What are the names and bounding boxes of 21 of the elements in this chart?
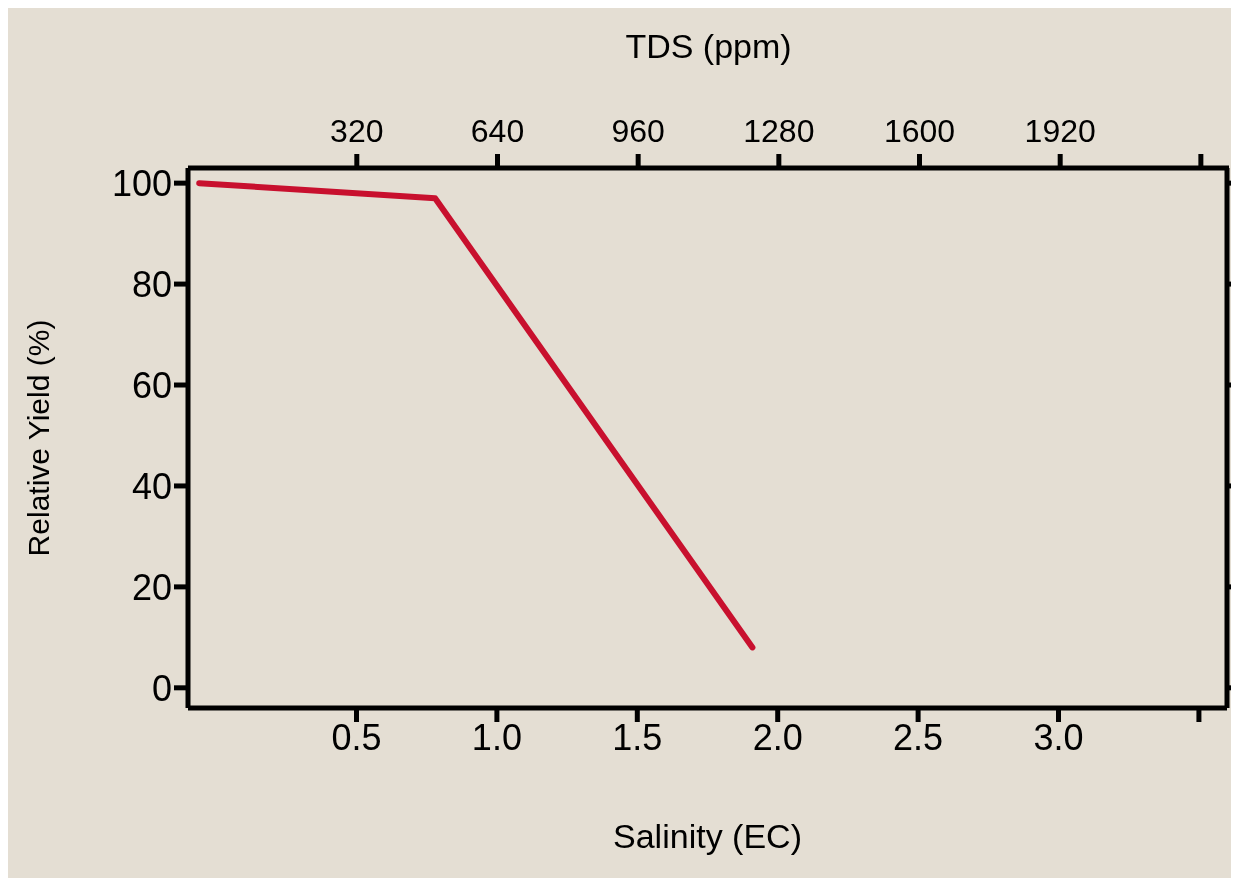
x2-tick-label: 1920 [1024, 113, 1096, 149]
x2-tick-label: 1600 [883, 113, 956, 149]
y-tick-label: 20 [131, 566, 172, 608]
x-axis-title: Salinity (EC) [613, 817, 802, 855]
x2-axis-title: TDS (ppm) [625, 27, 792, 65]
y-tick-label: 0 [151, 667, 172, 709]
y-axis-title: Relative Yield (%) [21, 319, 55, 557]
x2-tick-label: 1280 [743, 113, 815, 149]
x2-tick-label: 640 [470, 113, 525, 149]
x-tick-label: 3.0 [1033, 716, 1084, 758]
x2-tick-label: 960 [611, 113, 665, 149]
x-tick-label: 2.0 [752, 716, 803, 758]
x2-tick-label: 320 [330, 113, 384, 149]
y-tick-label: 100 [111, 162, 172, 204]
y-tick-label: 60 [131, 364, 172, 406]
x-tick-label: 1.5 [612, 716, 663, 758]
x-tick-label: 1.0 [471, 716, 522, 758]
x-tick-label: 2.5 [893, 716, 944, 758]
y-tick-label: 80 [131, 263, 172, 305]
x-tick-label: 0.5 [331, 716, 382, 758]
y-tick-label: 40 [131, 465, 172, 507]
